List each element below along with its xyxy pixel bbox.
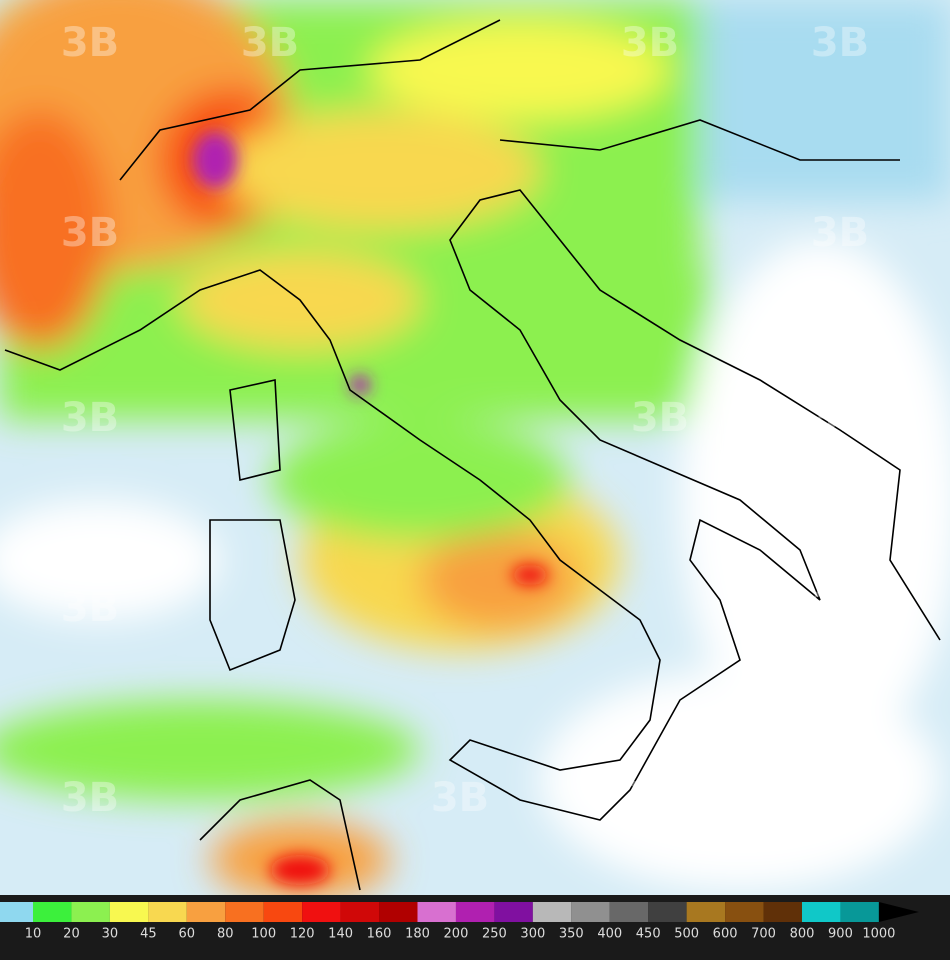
legend-swatch <box>109 902 149 922</box>
legend-arrow <box>878 902 919 922</box>
legend-label: 180 <box>405 927 430 942</box>
watermark: 3B <box>811 775 869 821</box>
legend-swatch <box>225 902 264 922</box>
legend-label: 250 <box>482 927 507 942</box>
watermark: 3B <box>621 775 679 821</box>
watermark: 3B <box>631 395 689 441</box>
legend-label: 350 <box>559 927 584 942</box>
legend-label: 160 <box>367 927 392 942</box>
legend-label: 1000 <box>862 927 895 942</box>
legend-swatch <box>648 902 687 922</box>
legend-swatch <box>71 902 110 922</box>
legend-label: 120 <box>290 927 315 942</box>
legend-swatch <box>33 902 72 922</box>
legend-label: 200 <box>444 927 469 942</box>
legend-swatch <box>763 902 802 922</box>
watermark: 3B <box>811 395 869 441</box>
watermark: 3B <box>241 20 299 66</box>
watermark: 3B <box>811 210 869 256</box>
legend-label: 450 <box>636 927 661 942</box>
legend-swatch <box>609 902 649 922</box>
legend-label: 20 <box>63 927 80 942</box>
legend-label: 10 <box>25 927 42 942</box>
legend-label: 300 <box>520 927 545 942</box>
legend-label: 900 <box>828 927 853 942</box>
legend-label: 600 <box>713 927 738 942</box>
color-legend: 10 20 30 45 60 80 100 120 140 160 180 200 250 300 350 4… <box>0 902 919 942</box>
legend-label: 30 <box>102 927 119 942</box>
legend-swatch <box>802 902 841 922</box>
legend-label: 60 <box>179 927 196 942</box>
watermark: 3B <box>811 20 869 66</box>
legend-swatch <box>0 902 33 922</box>
legend-swatch <box>417 902 456 922</box>
legend-swatch <box>379 902 418 922</box>
legend-swatch <box>840 902 879 922</box>
map-field <box>0 0 950 900</box>
legend-label: 800 <box>790 927 815 942</box>
coastline <box>4 19 941 891</box>
watermark: 3B <box>61 210 119 256</box>
legend-label: 140 <box>328 927 353 942</box>
legend-label: 100 <box>251 927 276 942</box>
watermarks: 3B 3B 3B 3B 3B 3B 3B 3B 3B 3B 3B 3B 3B 3B 3B <box>61 20 869 821</box>
legend-label: 500 <box>674 927 699 942</box>
watermark: 3B <box>61 585 119 631</box>
watermark: 3B <box>61 395 119 441</box>
legend-swatch <box>148 902 187 922</box>
watermark: 3B <box>621 20 679 66</box>
legend-swatch <box>571 902 610 922</box>
legend-swatch <box>725 902 764 922</box>
watermark: 3B <box>431 775 489 821</box>
watermark: 3B <box>61 20 119 66</box>
legend-swatch <box>263 902 303 922</box>
legend-label: 80 <box>217 927 234 942</box>
legend-swatch <box>455 902 495 922</box>
legend-swatch <box>186 902 226 922</box>
legend-label: 45 <box>140 927 157 942</box>
legend-swatch <box>494 902 533 922</box>
legend-swatch <box>340 902 380 922</box>
legend-label: 400 <box>597 927 622 942</box>
legend-swatch <box>686 902 726 922</box>
watermark: 3B <box>61 775 119 821</box>
watermark: 3B <box>811 585 869 631</box>
legend-label: 700 <box>751 927 776 942</box>
legend-swatch <box>302 902 341 922</box>
legend-swatch <box>532 902 572 922</box>
